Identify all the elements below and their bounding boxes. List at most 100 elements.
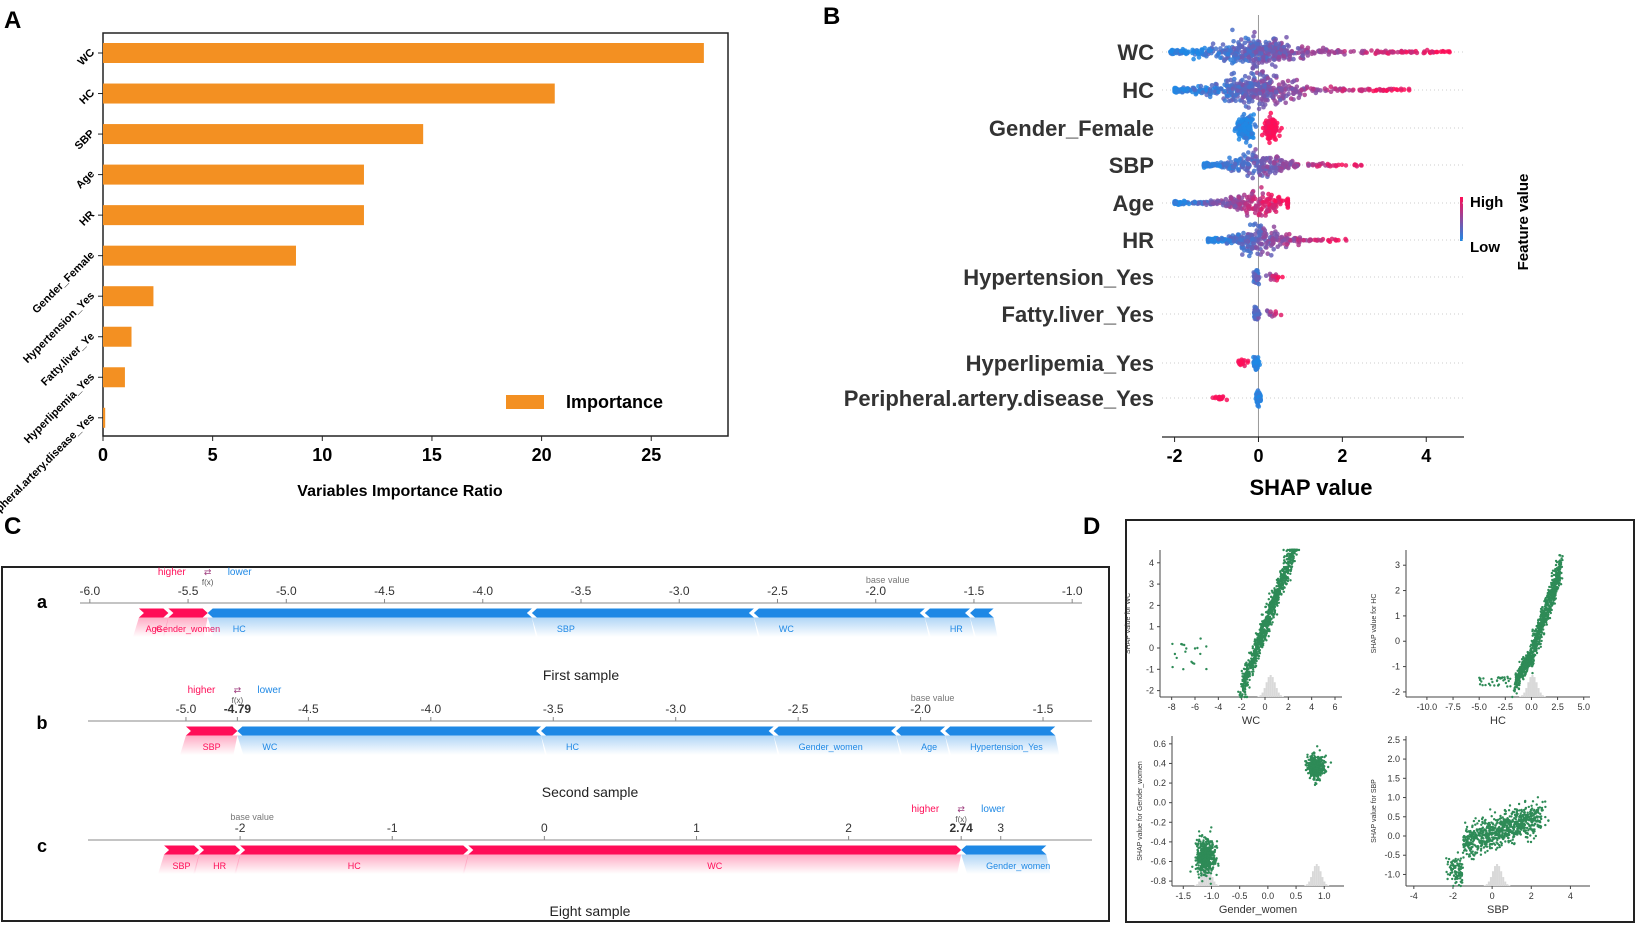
panel-b-point [1240, 95, 1245, 100]
panel-b-point [1279, 313, 1284, 318]
panel-b-point [1364, 50, 1369, 55]
panel-d-point [1272, 616, 1274, 618]
panel-c-segment-wc [237, 727, 541, 736]
panel-c-tick-2-0: -2.0 [910, 702, 931, 716]
panel-d-point [1264, 624, 1266, 626]
panel-d-point [1205, 645, 1207, 647]
panel-c-lower-label: lower [257, 685, 282, 696]
panel-b-point [1224, 197, 1229, 202]
panel-c-feature-hr: HR [950, 624, 963, 634]
panel-b-point [1246, 150, 1251, 155]
panel-b-point [1359, 163, 1364, 168]
panel-d-point [1479, 683, 1481, 685]
panel-b-point [1249, 91, 1254, 96]
panel-b-point [1360, 49, 1365, 54]
panel-d-point [1271, 621, 1273, 623]
panel-b-point [1226, 52, 1231, 57]
panel-d-point [1259, 629, 1261, 631]
panel-d-xtick-2-5: 2.5 [1551, 702, 1564, 712]
panel-c-tick-4-5: -4.5 [374, 584, 395, 598]
panel-d-point [1176, 657, 1178, 659]
panel-d-point [1558, 567, 1560, 569]
panel-b-point [1241, 152, 1246, 157]
panel-b-point [1233, 129, 1238, 134]
panel-b-point [1241, 362, 1246, 367]
panel-d-point [1535, 635, 1537, 637]
panel-c-base-value-label: base value [866, 575, 910, 585]
panel-d-point [1283, 587, 1285, 589]
panel-c-segment-unnamed [970, 609, 994, 618]
panel-d-ytick-0: 0 [1149, 643, 1154, 653]
panel-b-point [1252, 30, 1257, 35]
panel-b-point [1232, 71, 1237, 76]
panel-d-hist-bar [1544, 696, 1546, 697]
panel-d-point [1282, 568, 1284, 570]
panel-letter-d: D [1083, 513, 1100, 540]
panel-b-point [1183, 51, 1188, 56]
panel-b-point [1253, 57, 1258, 62]
panel-b-point [1197, 201, 1202, 206]
panel-c-row-a: a-6.0-5.5-5.0-4.5-4.0-3.5-3.0-2.5-2.0-1.… [37, 567, 1083, 683]
panel-d-point [1545, 607, 1547, 609]
panel-a-bar-fatty-liver-ye [103, 327, 132, 347]
panel-a-bar-hyperlipemia-yes [103, 367, 125, 387]
panel-b-point [1263, 171, 1268, 176]
panel-d-point [1527, 653, 1529, 655]
panel-d-point [1268, 630, 1270, 632]
panel-d-point [1557, 587, 1559, 589]
panel-d-hist-bar [1327, 885, 1329, 886]
panel-b-point [1359, 87, 1364, 92]
panel-b-point [1227, 156, 1232, 161]
panel-b-point [1315, 164, 1320, 169]
panel-d-point [1551, 602, 1553, 604]
panel-b-point [1214, 54, 1219, 59]
panel-d-point [1541, 620, 1543, 622]
panel-c-tick-2: -2 [235, 821, 246, 835]
panel-b-point [1242, 193, 1247, 198]
panel-d-point [1518, 661, 1520, 663]
panel-d-point [1539, 627, 1541, 629]
panel-d-point [1256, 637, 1258, 639]
panel-b-point [1253, 207, 1258, 212]
panel-b-point [1273, 137, 1278, 142]
panel-b-xtick-0: 0 [1253, 446, 1263, 466]
panel-d-point [1281, 583, 1283, 585]
panel-b-point [1291, 91, 1296, 96]
panel-d-point [1550, 586, 1552, 588]
panel-b-point [1246, 37, 1251, 42]
panel-c-tick-5-0: -5.0 [276, 584, 297, 598]
panel-d-point [1249, 667, 1251, 669]
panel-d-xtick-5-0: -5.0 [1471, 702, 1487, 712]
panel-b-point [1260, 102, 1265, 107]
panel-b-point [1338, 49, 1343, 54]
panel-d-xtick-0: 0 [1262, 702, 1267, 712]
panel-d-hist-bar [1531, 675, 1533, 697]
panel-d-ytick-0-0: 0.0 [1153, 798, 1166, 808]
panel-d-hist-bar [1308, 882, 1310, 886]
panel-d-point [1530, 652, 1532, 654]
panel-b-point [1216, 90, 1221, 95]
panel-b-point [1250, 191, 1255, 196]
panel-letter-b: B [823, 3, 840, 30]
panel-b-point [1300, 53, 1305, 58]
panel-d-point [1276, 605, 1278, 607]
panel-d-point [1289, 573, 1291, 575]
panel-c-segment-gender-women [774, 727, 896, 736]
panel-d-point [1201, 834, 1203, 836]
panel-b-point [1256, 83, 1261, 88]
panel-b-point [1280, 275, 1285, 280]
panel-d-point [1534, 639, 1536, 641]
panel-d-point [1555, 581, 1557, 583]
panel-d-point [1261, 613, 1263, 615]
panel-b-point [1335, 88, 1340, 93]
panel-d-point [1549, 607, 1551, 609]
panel-d-point [1540, 634, 1542, 636]
panel-b-point [1257, 282, 1262, 287]
panel-d-point [1246, 666, 1248, 668]
panel-b-swarm-hyperlipemia-yes [1236, 355, 1262, 372]
panel-b-point [1286, 205, 1291, 210]
panel-b-point [1243, 74, 1248, 79]
panel-b-point [1250, 99, 1255, 104]
panel-b-point [1425, 48, 1430, 53]
panel-c-row-label: b [37, 713, 48, 733]
